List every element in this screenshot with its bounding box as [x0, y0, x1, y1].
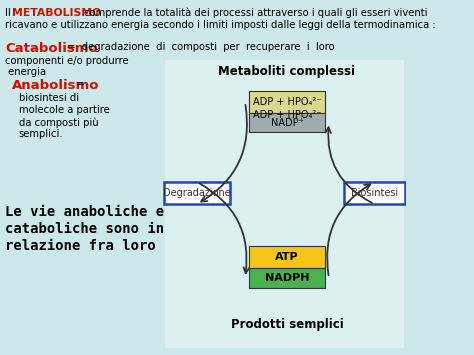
- FancyBboxPatch shape: [249, 246, 325, 268]
- FancyBboxPatch shape: [249, 268, 325, 288]
- Text: biosintesi di: biosintesi di: [19, 93, 79, 103]
- Text: ADP + HPO₄²⁻: ADP + HPO₄²⁻: [253, 110, 321, 120]
- Text: energia: energia: [5, 67, 46, 77]
- Text: ATP: ATP: [275, 252, 299, 262]
- FancyBboxPatch shape: [165, 60, 403, 348]
- Text: =  degradazione  di  composti  per  recuperare  i  loro: = degradazione di composti per recuperar…: [64, 42, 335, 52]
- Text: Il: Il: [5, 8, 14, 18]
- Text: Prodotti semplici: Prodotti semplici: [231, 318, 343, 331]
- FancyBboxPatch shape: [249, 93, 325, 115]
- Text: Metaboliti complessi: Metaboliti complessi: [219, 65, 356, 78]
- Text: NADP⁺: NADP⁺: [271, 118, 303, 127]
- Text: METABOLISMO: METABOLISMO: [12, 8, 101, 18]
- Text: molecole a partire: molecole a partire: [19, 105, 109, 115]
- FancyBboxPatch shape: [249, 91, 325, 113]
- Text: ricavano e utilizzano energia secondo i limiti imposti dalle leggi della termodi: ricavano e utilizzano energia secondo i …: [5, 20, 436, 30]
- Text: Degradazione: Degradazione: [163, 188, 231, 198]
- Text: cataboliche sono in: cataboliche sono in: [5, 222, 164, 236]
- Text: relazione fra loro: relazione fra loro: [5, 239, 156, 253]
- Text: Le vie anaboliche e: Le vie anaboliche e: [5, 205, 164, 219]
- FancyBboxPatch shape: [164, 182, 230, 204]
- Text: semplici.: semplici.: [19, 129, 64, 139]
- FancyBboxPatch shape: [344, 182, 405, 204]
- Text: da composti più: da composti più: [19, 117, 99, 127]
- Text: comprende la totalità dei processi attraverso i quali gli esseri viventi: comprende la totalità dei processi attra…: [82, 8, 428, 18]
- Text: Catabolismo: Catabolismo: [5, 42, 98, 55]
- Text: componenti e/o produrre: componenti e/o produrre: [5, 56, 129, 66]
- Text: ADP + HPO₄²⁻: ADP + HPO₄²⁻: [253, 97, 321, 107]
- Text: Biosintesi: Biosintesi: [351, 188, 398, 198]
- Text: NADPH: NADPH: [265, 273, 309, 283]
- FancyBboxPatch shape: [249, 113, 325, 132]
- Text: Anabolismo: Anabolismo: [12, 79, 100, 92]
- Text: =: =: [73, 79, 84, 89]
